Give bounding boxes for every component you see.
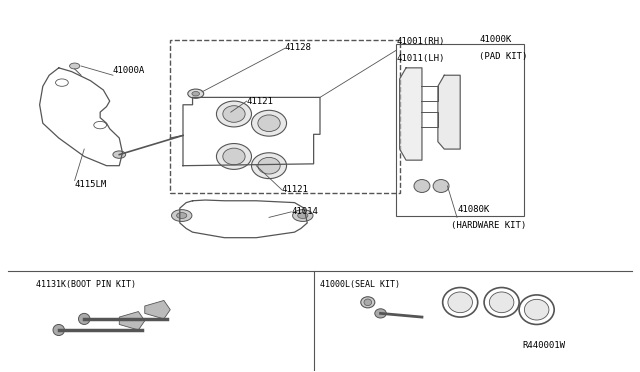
Text: 41131K(BOOT PIN KIT): 41131K(BOOT PIN KIT)	[36, 280, 136, 289]
Ellipse shape	[223, 148, 245, 165]
Text: 41121: 41121	[246, 97, 273, 106]
Text: 41001(RH): 41001(RH)	[396, 38, 445, 46]
Ellipse shape	[258, 157, 280, 174]
Text: 41121: 41121	[282, 185, 308, 194]
Circle shape	[177, 212, 187, 218]
Ellipse shape	[375, 309, 387, 318]
Text: 41014: 41014	[291, 207, 318, 217]
Polygon shape	[438, 75, 460, 149]
Circle shape	[298, 212, 308, 218]
Ellipse shape	[364, 299, 372, 306]
Text: (PAD KIT): (PAD KIT)	[479, 52, 528, 61]
Polygon shape	[145, 301, 170, 319]
Ellipse shape	[433, 180, 449, 192]
Polygon shape	[399, 68, 422, 160]
Ellipse shape	[252, 153, 287, 179]
Ellipse shape	[192, 92, 200, 96]
Text: 41000A: 41000A	[113, 66, 145, 75]
Ellipse shape	[414, 180, 430, 192]
Circle shape	[113, 151, 125, 158]
Ellipse shape	[448, 292, 472, 312]
Ellipse shape	[524, 299, 549, 320]
Circle shape	[292, 210, 313, 221]
Circle shape	[94, 121, 106, 129]
Text: 41128: 41128	[285, 43, 312, 52]
Text: 41011(LH): 41011(LH)	[396, 54, 445, 63]
Bar	[170, 40, 399, 193]
Ellipse shape	[361, 297, 375, 308]
Ellipse shape	[490, 292, 514, 312]
Text: R440001W: R440001W	[522, 341, 565, 350]
Ellipse shape	[216, 144, 252, 169]
Ellipse shape	[216, 101, 252, 127]
Ellipse shape	[258, 115, 280, 132]
Ellipse shape	[252, 110, 287, 136]
Circle shape	[172, 210, 192, 221]
Circle shape	[70, 63, 80, 69]
Text: 41000L(SEAL KIT): 41000L(SEAL KIT)	[320, 280, 400, 289]
Ellipse shape	[79, 313, 90, 324]
Bar	[396, 44, 524, 215]
Text: 41000K: 41000K	[479, 35, 511, 44]
Text: 4115LM: 4115LM	[75, 180, 107, 189]
Polygon shape	[119, 311, 145, 330]
Ellipse shape	[53, 324, 65, 336]
Text: (HARDWARE KIT): (HARDWARE KIT)	[451, 221, 526, 230]
Circle shape	[56, 79, 68, 86]
Ellipse shape	[188, 89, 204, 98]
Text: 41080K: 41080K	[457, 205, 489, 214]
Ellipse shape	[223, 106, 245, 122]
